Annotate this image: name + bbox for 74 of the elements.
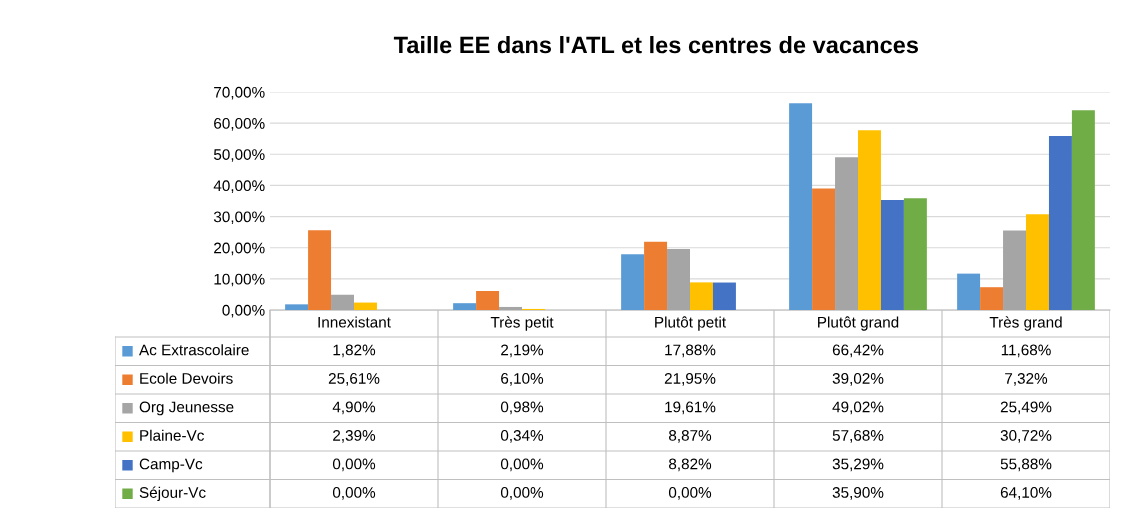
data-label: 7,32% <box>1005 373 1048 386</box>
data-label: 2,39% <box>333 430 376 443</box>
bar <box>903 198 927 310</box>
x-tick-label: Très petit <box>490 316 554 331</box>
bar <box>858 130 881 310</box>
data-label: 35,90% <box>832 487 884 500</box>
data-label: 25,61% <box>328 373 380 386</box>
y-tick-label: 10,00% <box>214 273 265 287</box>
data-label: 0,00% <box>332 458 376 472</box>
bar <box>453 303 477 310</box>
y-tick-label: 40,00% <box>213 180 265 193</box>
y-tick-label: 0,00% <box>222 304 265 318</box>
data-label: 49,02% <box>832 401 884 415</box>
data-label: 0,98% <box>500 401 544 415</box>
x-tick-label: Plutôt petit <box>655 316 726 331</box>
data-label: 0,00% <box>500 487 544 500</box>
data-label: 0,34% <box>500 430 544 443</box>
data-label: 30,72% <box>1000 430 1052 443</box>
bar <box>690 282 713 310</box>
data-label: 8,82% <box>669 458 712 472</box>
bar <box>354 302 377 310</box>
bar <box>331 294 354 310</box>
bar <box>621 254 645 310</box>
data-label: 21,95% <box>664 373 716 386</box>
data-label: 0,00% <box>668 487 712 500</box>
data-label: 55,88% <box>1000 458 1052 472</box>
data-label: 4,90% <box>332 401 376 415</box>
data-label: 1,82% <box>333 344 376 358</box>
data-label: 66,42% <box>832 344 884 358</box>
bar <box>980 287 1004 310</box>
x-tick-label: Plutôt grand <box>818 316 899 331</box>
y-tick-label: 20,00% <box>214 242 265 256</box>
chart-title: Taille EE dans l'ATL et les centres de vacances <box>393 36 918 54</box>
bar <box>812 188 836 310</box>
data-label: 19,61% <box>665 401 716 415</box>
bar <box>957 273 981 310</box>
bar <box>1048 135 1072 310</box>
data-label: 57,68% <box>832 430 884 443</box>
y-tick-label: 60,00% <box>214 118 265 131</box>
bar <box>712 282 736 310</box>
bar <box>1026 214 1049 310</box>
data-label: 64,10% <box>1000 487 1052 500</box>
y-tick-label: 50,00% <box>213 149 265 162</box>
legend-label: Camp-Vc <box>139 458 203 473</box>
x-tick-label: Innexistant <box>318 316 391 328</box>
data-label: 0,00% <box>500 458 544 472</box>
y-tick-label: 30,00% <box>213 211 265 225</box>
bar <box>499 306 522 310</box>
data-label: 8,87% <box>669 430 712 443</box>
bar <box>285 304 309 310</box>
data-label: 6,10% <box>501 373 544 386</box>
data-label: 2,19% <box>501 344 544 358</box>
data-label: 11,68% <box>1001 344 1051 358</box>
legend-label: Ecole Devoirs <box>140 372 233 384</box>
bar <box>667 248 690 310</box>
data-label: 25,49% <box>1000 401 1052 415</box>
bar <box>308 230 332 310</box>
bar <box>1071 110 1095 310</box>
bar <box>476 291 500 310</box>
y-tick-label: 70,00% <box>214 86 265 100</box>
data-label: 0,00% <box>332 487 376 500</box>
data-label: 39,02% <box>832 373 884 386</box>
data-label: 35,29% <box>832 458 884 472</box>
legend-label: Ac Extrascolaire <box>139 344 249 356</box>
legend-label: Plaine-Vc <box>140 429 204 441</box>
x-tick-label: Très grand <box>989 316 1062 331</box>
legend-label: Séjour-Vc <box>139 486 206 501</box>
bar <box>789 103 813 310</box>
bar <box>880 200 904 310</box>
bar <box>644 241 668 310</box>
bar <box>835 157 858 310</box>
data-label: 17,88% <box>665 344 716 358</box>
legend-label: Org Jeunesse <box>139 401 234 416</box>
bar <box>1003 230 1026 310</box>
